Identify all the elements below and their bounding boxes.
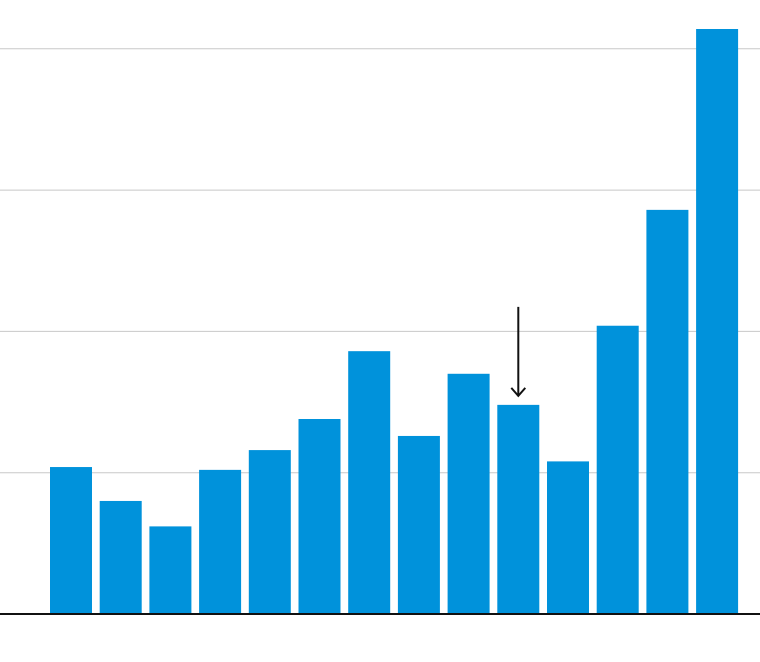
- bar-8: [397, 435, 440, 614]
- bar-12: [596, 325, 639, 614]
- bars: [50, 29, 739, 614]
- bar-4: [199, 469, 242, 614]
- bar-1: [50, 467, 92, 614]
- bar-11: [547, 461, 589, 614]
- bar-10: [497, 404, 540, 614]
- bar-6: [298, 419, 341, 614]
- annotation: [510, 306, 527, 398]
- bar-9: [447, 373, 490, 614]
- arrow-head: [510, 387, 527, 398]
- bar-5: [248, 450, 291, 614]
- bar-7: [348, 351, 391, 614]
- bar-3: [149, 526, 192, 614]
- bar-13: [646, 209, 689, 614]
- bar-14: [696, 29, 739, 614]
- bar-2: [99, 500, 142, 614]
